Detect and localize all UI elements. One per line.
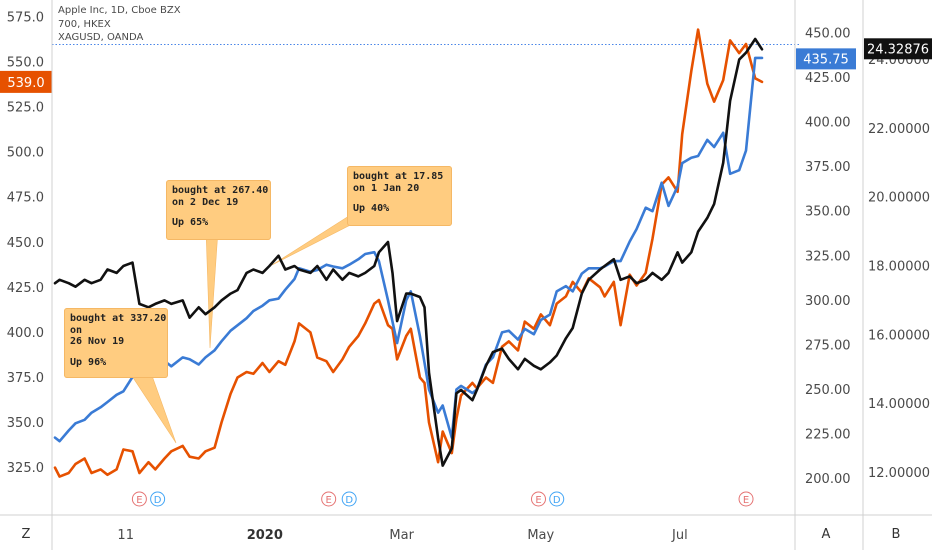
left-price-badge bbox=[0, 70, 52, 93]
event-marker-circle bbox=[530, 491, 546, 507]
bottom-left-corner-button[interactable]: Z bbox=[22, 527, 31, 542]
mid-tick-label: 400.00 bbox=[805, 116, 851, 131]
right-tick-label: 20.00000 bbox=[868, 191, 930, 206]
mid-tick-label: 200.00 bbox=[805, 472, 851, 487]
event-marker-circle bbox=[341, 491, 357, 507]
annotation-text: on bbox=[70, 324, 83, 336]
left-series-line bbox=[53, 28, 764, 478]
annotation-callout[interactable]: bought at 267.40 on 2 Dec 19 Up 65% bbox=[166, 180, 271, 240]
left-tick-label: 575.0 bbox=[7, 11, 44, 26]
left-tick-label: 525.0 bbox=[7, 101, 44, 116]
mid-price-badge bbox=[796, 48, 856, 70]
annotation-text: on 2 Dec 19 bbox=[172, 196, 239, 208]
right-b-corner-button[interactable]: B bbox=[892, 527, 901, 542]
event-marker-label: D bbox=[345, 495, 353, 506]
legend-item[interactable]: 700, HKEX bbox=[58, 18, 111, 30]
time-tick-label: Jul bbox=[671, 528, 688, 543]
left-tick-label: 325.0 bbox=[7, 461, 44, 476]
annotation-text: bought at 267.40 bbox=[172, 185, 269, 196]
right-tick-label: 16.00000 bbox=[868, 328, 930, 343]
left-tick-label: 450.0 bbox=[7, 236, 44, 251]
annotation-pointer bbox=[127, 369, 177, 444]
annotation-result: Up 40% bbox=[353, 203, 390, 214]
event-marker[interactable]: D bbox=[150, 491, 166, 507]
mid-tick-label: 325.00 bbox=[805, 249, 851, 264]
left-price-axis[interactable]: 325.0 350.0 375.0 400.0 425.0 450.0 475.0 500.0… bbox=[7, 11, 44, 477]
annotation-callout[interactable]: bought at 337.20 on 26 Nov 19 Up 96% bbox=[64, 308, 168, 378]
left-tick-label: 350.0 bbox=[7, 416, 44, 431]
left-tick-label: 550.0 bbox=[7, 56, 44, 71]
event-marker[interactable]: E bbox=[321, 491, 337, 507]
mid-tick-label: 275.00 bbox=[805, 338, 851, 353]
right-tick-label: 18.00000 bbox=[868, 260, 930, 275]
legend-item[interactable]: XAGUSD, OANDA bbox=[58, 32, 144, 43]
mid-tick-label: 450.00 bbox=[805, 26, 851, 41]
left-tick-label: 400.0 bbox=[7, 326, 44, 341]
annotation-pointer bbox=[205, 229, 219, 349]
mid-tick-label: 300.00 bbox=[805, 294, 851, 309]
annotation-pointers bbox=[127, 213, 373, 444]
right-tick-label: 12.00000 bbox=[868, 466, 930, 481]
time-tick-label: May bbox=[527, 528, 554, 543]
left-tick-label: 425.0 bbox=[7, 281, 44, 296]
right-tick-label: 14.00000 bbox=[868, 397, 930, 412]
event-marker-circle bbox=[321, 491, 337, 507]
event-marker-label: E bbox=[136, 495, 142, 506]
time-tick-label: Mar bbox=[389, 528, 414, 543]
event-marker-circle bbox=[150, 491, 166, 507]
series-lines bbox=[53, 28, 764, 478]
mid-tick-label: 375.00 bbox=[805, 160, 851, 175]
left-price-badge-text: 539.0 bbox=[7, 76, 44, 91]
mid-price-badge-text: 435.75 bbox=[803, 52, 849, 67]
event-marker[interactable]: E bbox=[738, 491, 754, 507]
mid-tick-label: 350.00 bbox=[805, 205, 851, 220]
event-marker-label: E bbox=[743, 495, 749, 506]
left-tick-label: 375.0 bbox=[7, 371, 44, 386]
annotation-callout[interactable]: bought at 17.85 on 1 Jan 20 Up 40% bbox=[347, 166, 452, 226]
event-marker-circle bbox=[549, 491, 565, 507]
annotation-text: bought at 337.20 bbox=[70, 313, 167, 324]
time-axis[interactable]: 11 2020 Mar May Jul bbox=[117, 528, 687, 543]
right-price-axis[interactable]: 12.00000 14.00000 16.00000 18.00000 20.00000… bbox=[868, 53, 930, 481]
right-series-line bbox=[53, 37, 764, 467]
series-legend: Apple Inc, 1D, Cboe BZX 700, HKEX XAGUSD… bbox=[58, 4, 181, 45]
left-tick-label: 500.0 bbox=[7, 146, 44, 161]
legend-item[interactable]: Apple Inc, 1D, Cboe BZX bbox=[58, 5, 181, 16]
time-tick-label: 2020 bbox=[247, 528, 283, 543]
event-marker-circle bbox=[131, 491, 147, 507]
event-marker-label: D bbox=[553, 495, 561, 506]
annotation-text: 26 Nov 19 bbox=[70, 336, 125, 347]
right-price-badge-text: 24.32876 bbox=[867, 42, 929, 57]
mid-tick-label: 425.00 bbox=[805, 71, 851, 86]
mid-series-line bbox=[53, 56, 764, 443]
price-badges: 539.0 435.75 24.32876 bbox=[0, 38, 932, 93]
right-tick-label: 22.00000 bbox=[868, 122, 930, 137]
right-price-badge bbox=[864, 38, 932, 60]
event-marker-label: E bbox=[535, 495, 541, 506]
right-a-corner-button[interactable]: A bbox=[822, 527, 831, 542]
event-marker[interactable]: E bbox=[131, 491, 147, 507]
time-tick-label: 11 bbox=[117, 528, 134, 543]
mid-tick-label: 225.00 bbox=[805, 428, 851, 443]
event-marker-label: E bbox=[326, 495, 332, 506]
annotation-text: bought at 17.85 bbox=[353, 171, 444, 182]
event-marker[interactable]: D bbox=[549, 491, 565, 507]
event-marker[interactable]: E bbox=[530, 491, 546, 507]
event-marker-label: D bbox=[154, 495, 162, 506]
event-marker[interactable]: D bbox=[341, 491, 357, 507]
annotation-result: Up 65% bbox=[172, 217, 209, 228]
mid-tick-label: 250.00 bbox=[805, 383, 851, 398]
mid-price-axis[interactable]: 200.00 225.00 250.00 275.00 300.00 325.00 350.… bbox=[805, 26, 851, 487]
left-tick-label: 475.0 bbox=[7, 191, 44, 206]
event-marker-circle bbox=[738, 491, 754, 507]
annotation-result: Up 96% bbox=[70, 356, 107, 368]
annotation-text: on 1 Jan 20 bbox=[353, 182, 420, 194]
